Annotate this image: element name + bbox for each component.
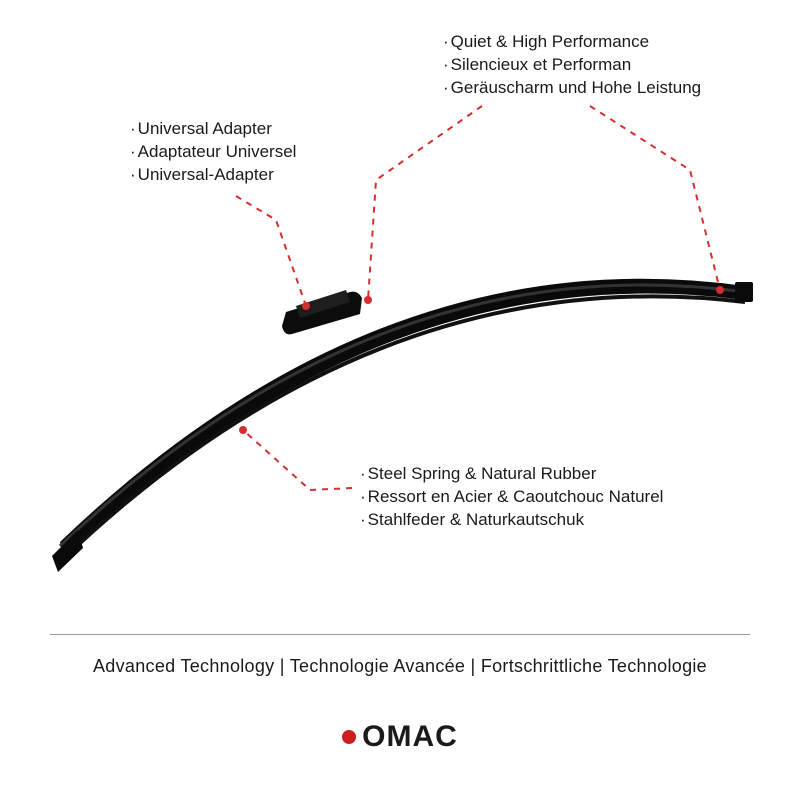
callout-performance-en: Quiet & High Performance	[443, 31, 701, 54]
callout-adapter-fr: Adaptateur Universel	[130, 141, 296, 164]
footer-tagline-text: Advanced Technology | Technologie Avancé…	[93, 656, 707, 676]
callout-performance-fr: Silencieux et Performan	[443, 54, 701, 77]
callout-material-fr: Ressort en Acier & Caoutchouc Naturel	[360, 486, 663, 509]
callout-material: Steel Spring & Natural Rubber Ressort en…	[360, 463, 663, 532]
callout-adapter: Universal Adapter Adaptateur Universel U…	[130, 118, 296, 187]
callout-adapter-en: Universal Adapter	[130, 118, 296, 141]
callout-material-de: Stahlfeder & Naturkautschuk	[360, 509, 663, 532]
footer-divider	[50, 634, 750, 635]
brand-logo: OMAC	[0, 720, 800, 754]
leader-lines	[236, 106, 720, 490]
leader-dots	[239, 286, 724, 434]
footer-tagline: Advanced Technology | Technologie Avancé…	[0, 656, 800, 677]
brand-name: OMAC	[362, 720, 458, 754]
brand-dot-icon	[342, 730, 356, 744]
callout-performance-de: Geräuscharm und Hohe Leistung	[443, 77, 701, 100]
callout-material-en: Steel Spring & Natural Rubber	[360, 463, 663, 486]
product-diagram	[0, 0, 800, 800]
callout-performance: Quiet & High Performance Silencieux et P…	[443, 31, 701, 100]
wiper-adapter	[282, 290, 362, 334]
callout-adapter-de: Universal-Adapter	[130, 164, 296, 187]
